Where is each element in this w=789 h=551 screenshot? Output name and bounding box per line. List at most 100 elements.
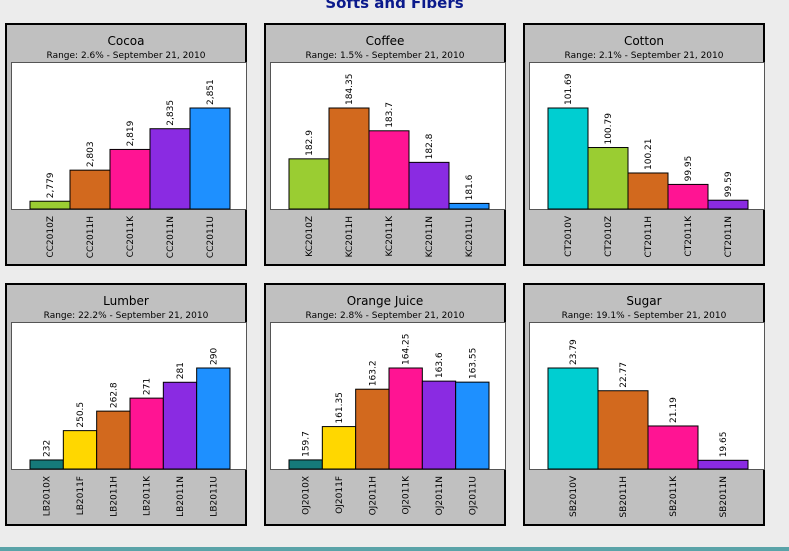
bar-oj2011n xyxy=(421,380,457,470)
bar-oj2010x xyxy=(288,459,323,470)
chart-subtitle: Range: 2.1% - September 21, 2010 xyxy=(564,51,724,61)
bar-value-label: 23.79 xyxy=(569,339,579,365)
plot-area: 159.7 OJ2010X 161.35 OJ2011F 163.2 OJ2011H 164… xyxy=(270,322,506,515)
chart-subtitle: Range: 2.8% - September 21, 2010 xyxy=(305,311,465,321)
bar-value-label: 22.77 xyxy=(619,362,629,388)
x-tick-label: LB2011K xyxy=(143,475,153,516)
bar-kc2010z xyxy=(288,158,330,210)
x-tick-label: OJ2011U xyxy=(468,476,478,515)
bar-value-label: 2,779 xyxy=(46,172,56,198)
bar-value-label: 100.21 xyxy=(644,138,654,170)
plot-area: 2,779 CC2010Z 2,803 CC2011H 2,819 CC2011K 2,83… xyxy=(11,62,247,258)
x-tick-label: SB2011H xyxy=(619,476,629,518)
chart-title: Cocoa xyxy=(107,34,145,48)
x-tick-label: SB2011K xyxy=(669,475,679,517)
bar-value-label: 2,819 xyxy=(126,120,136,146)
bar-ct2010z xyxy=(587,147,629,210)
x-tick-label: CC2011H xyxy=(86,216,96,258)
plot-area: 101.69 CT2010V 100.79 CT2010Z 100.21 CT2011H 9… xyxy=(529,62,765,257)
x-tick-label: LB2011F xyxy=(76,476,86,515)
bar-chart-svg: 159.7 OJ2010X 161.35 OJ2011F 163.2 OJ2011H 164… xyxy=(288,334,490,515)
bar-ct2010v xyxy=(547,107,589,210)
bar-chart-svg: 23.79 SB2010V 22.77 SB2011H 21.19 SB2011K 19.6… xyxy=(547,339,749,518)
bar-sb2010v xyxy=(547,367,599,470)
bar-value-label: 101.69 xyxy=(564,73,574,105)
chart-panel-orange-juice: Orange Juice Range: 2.8% - September 21,… xyxy=(264,283,506,526)
bar-cc2011n xyxy=(149,128,191,210)
chart-panel-cocoa: Cocoa Range: 2.6% - September 21, 2010 2… xyxy=(5,23,247,266)
bar-cc2010z xyxy=(29,200,71,210)
bar-oj2011h xyxy=(355,388,390,470)
bar-kc2011h xyxy=(328,107,370,210)
chart-title: Lumber xyxy=(103,294,149,308)
bar-oj2011u xyxy=(455,381,490,470)
bar-chart-svg: 101.69 CT2010V 100.79 CT2010Z 100.21 CT2011H 9… xyxy=(547,73,749,257)
bar-lb2011k xyxy=(129,397,164,470)
bar-lb2010x xyxy=(29,459,64,470)
bar-value-label: 2,803 xyxy=(86,141,96,167)
bar-sb2011k xyxy=(647,425,699,470)
bar-value-label: 161.35 xyxy=(335,392,345,424)
bar-lb2011h xyxy=(96,410,131,470)
x-tick-label: LB2011U xyxy=(209,476,219,517)
bottom-border xyxy=(0,547,789,551)
x-tick-label: CC2011K xyxy=(126,215,136,257)
x-tick-label: KC2011N xyxy=(425,216,435,257)
bar-oj2011k xyxy=(388,367,423,470)
chart-panel-sugar: Sugar Range: 19.1% - September 21, 2010 … xyxy=(523,283,765,526)
bar-value-label: 163.6 xyxy=(435,352,445,378)
bar-value-label: 184.35 xyxy=(345,74,355,106)
plot-area: 23.79 SB2010V 22.77 SB2011H 21.19 SB2011K 19.6… xyxy=(529,322,765,518)
x-tick-label: CT2011H xyxy=(644,216,654,257)
chart-title: Sugar xyxy=(626,294,662,308)
x-tick-label: CT2010Z xyxy=(604,216,614,257)
x-tick-label: SB2011N xyxy=(719,476,729,518)
x-tick-label: LB2010X xyxy=(43,476,53,516)
bar-chart-svg: 2,779 CC2010Z 2,803 CC2011H 2,819 CC2011K 2,83… xyxy=(29,79,231,258)
bar-value-label: 99.95 xyxy=(684,156,694,182)
x-tick-label: CT2011K xyxy=(684,215,694,257)
chart-panel-lumber: Lumber Range: 22.2% - September 21, 2010… xyxy=(5,283,247,526)
bar-value-label: 182.9 xyxy=(305,130,315,156)
bar-value-label: 159.7 xyxy=(302,431,312,457)
bar-kc2011k xyxy=(368,130,410,210)
bar-value-label: 183.7 xyxy=(385,102,395,128)
bar-value-label: 232 xyxy=(43,440,53,457)
x-tick-label: LB2011N xyxy=(176,476,186,517)
bar-cc2011u xyxy=(189,107,231,210)
bar-kc2011u xyxy=(448,202,490,210)
bar-value-label: 2,835 xyxy=(166,100,176,126)
bar-value-label: 290 xyxy=(209,348,219,365)
chart-title: Cotton xyxy=(623,34,665,48)
x-tick-label: KC2011K xyxy=(385,215,395,257)
bar-value-label: 19.65 xyxy=(719,432,729,458)
x-tick-label: OJ2011K xyxy=(402,475,412,515)
plot-area: 232 LB2010X 250.5 LB2011F 262.8 LB2011H 271 LB2… xyxy=(11,322,247,517)
bar-value-label: 163.55 xyxy=(468,348,478,380)
plot-area: 182.9 KC2010Z 184.35 KC2011H 183.7 KC2011K 182… xyxy=(270,62,506,257)
bar-value-label: 181.6 xyxy=(465,174,475,200)
x-tick-label: SB2010V xyxy=(569,475,579,517)
chart-title: Orange Juice xyxy=(346,294,424,308)
bar-chart-svg: 182.9 KC2010Z 184.35 KC2011H 183.7 KC2011K 182… xyxy=(288,74,490,257)
x-tick-label: KC2010Z xyxy=(305,216,315,257)
bar-ct2011h xyxy=(627,172,669,210)
bar-lb2011f xyxy=(62,430,98,470)
bar-value-label: 99.59 xyxy=(724,171,734,197)
bar-ct2011k xyxy=(667,183,709,210)
bar-value-label: 163.2 xyxy=(368,360,378,386)
bar-value-label: 164.25 xyxy=(402,334,412,366)
x-tick-label: CC2011U xyxy=(206,216,216,258)
bar-sb2011h xyxy=(597,390,649,470)
bar-value-label: 281 xyxy=(176,362,186,379)
bar-value-label: 100.79 xyxy=(604,113,614,145)
chart-subtitle: Range: 19.1% - September 21, 2010 xyxy=(561,311,727,321)
x-tick-label: KC2011U xyxy=(465,216,475,257)
bar-lb2011n xyxy=(162,381,198,470)
x-tick-label: OJ2011H xyxy=(368,476,378,515)
bar-cc2011h xyxy=(69,169,111,210)
bar-oj2011f xyxy=(321,426,357,470)
chart-panel-coffee: Coffee Range: 1.5% - September 21, 2010 … xyxy=(264,23,506,266)
bar-value-label: 262.8 xyxy=(109,382,119,408)
x-tick-label: OJ2011N xyxy=(435,476,445,515)
